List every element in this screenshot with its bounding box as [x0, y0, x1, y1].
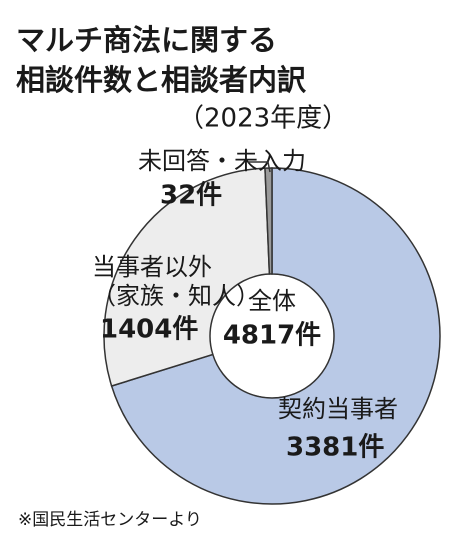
- value-label: 1404件: [100, 315, 198, 345]
- value-label: 3381件: [286, 433, 384, 463]
- segment-label: 契約当事者: [278, 395, 398, 423]
- donut-segment: [110, 167, 441, 505]
- donut-segment: [103, 167, 271, 387]
- segment-label: （家族・知人）: [92, 282, 260, 310]
- chart-subtitle: （2023年度）: [178, 104, 348, 134]
- value-label: 32件: [160, 181, 222, 211]
- leader-line: [267, 161, 271, 173]
- source: ※国民生活センターより: [18, 510, 202, 530]
- total-value: 4817件: [223, 321, 321, 351]
- total-name: 全体: [248, 287, 296, 315]
- donut-segment: [264, 167, 273, 275]
- segment-label: 未回答・未入力: [138, 147, 306, 175]
- chart-title: 相談件数と相談者内訳: [16, 63, 307, 97]
- segment-label: 当事者以外: [92, 253, 212, 281]
- donut-hole: [211, 275, 333, 397]
- chart-title: マルチ商法に関する: [16, 23, 277, 57]
